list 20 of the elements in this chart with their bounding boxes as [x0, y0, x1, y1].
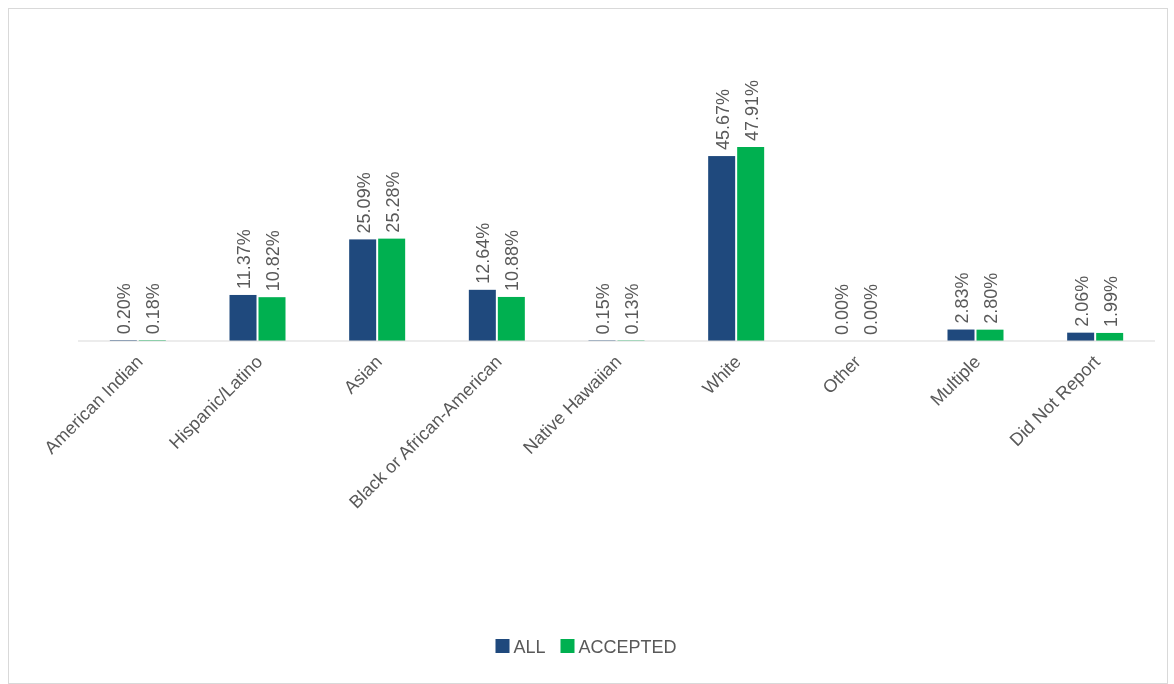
data-label: 0.00%	[832, 283, 853, 335]
data-label: 45.67%	[712, 89, 733, 151]
data-label: 2.06%	[1071, 275, 1092, 327]
data-label: 10.88%	[502, 229, 523, 291]
data-label: 25.28%	[382, 171, 403, 233]
data-label: 0.20%	[114, 283, 135, 335]
data-label: 0.15%	[593, 283, 613, 335]
data-label: 11.37%	[234, 229, 254, 289]
legend-label: ALL	[513, 637, 546, 657]
data-label: 25.09%	[353, 172, 374, 234]
data-label: 0.13%	[622, 283, 642, 335]
data-label: 12.64%	[473, 222, 494, 284]
data-label: 2.80%	[981, 272, 1001, 324]
data-label: 0.18%	[143, 283, 164, 335]
data-label: 2.83%	[952, 272, 972, 324]
data-label: 10.82%	[263, 230, 283, 292]
data-label: 0.00%	[861, 283, 882, 335]
legend-label: ACCEPTED	[578, 637, 677, 657]
data-label: 47.91%	[741, 79, 762, 141]
data-label: 1.99%	[1100, 275, 1121, 327]
